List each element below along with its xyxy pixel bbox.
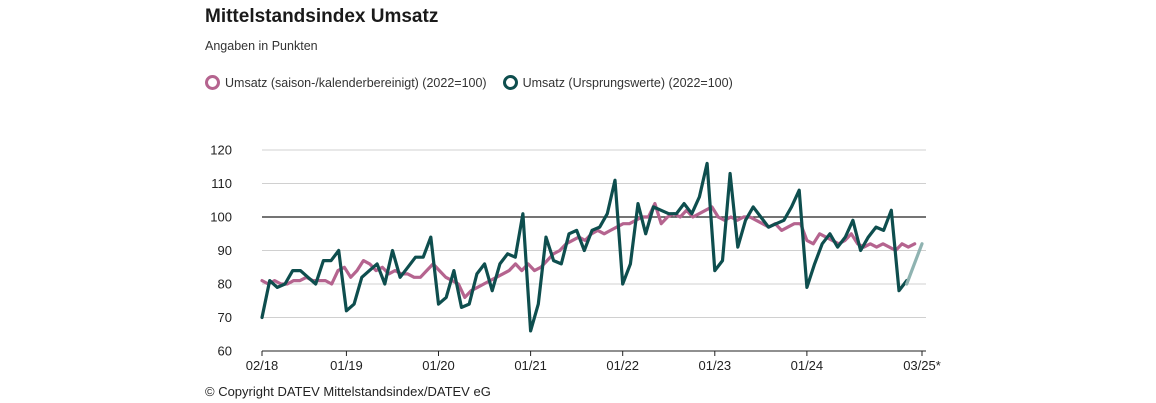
x-axis: 02/18 01/19 01/20 01/21 01/22 01/23 01/24 03/25… (246, 350, 941, 373)
x-tick-label: 03/25* (903, 358, 941, 373)
y-tick-label: 90 (218, 243, 232, 258)
y-tick-label: 60 (218, 344, 232, 359)
copyright: © Copyright DATEV Mittelstandsindex/DATE… (205, 384, 491, 399)
y-tick-label: 80 (218, 277, 232, 292)
x-tick-label: 02/18 (246, 358, 279, 373)
x-tick-label: 01/21 (514, 358, 547, 373)
x-tick-label: 01/24 (791, 358, 824, 373)
legend-item-ursprung[interactable]: Umsatz (Ursprungswerte) (2022=100) (502, 75, 733, 90)
series-line-projection (905, 242, 924, 286)
x-tick-label: 01/22 (606, 358, 639, 373)
series-line-ursprung (260, 161, 909, 333)
legend: Umsatz (saison-/kalenderbereinigt) (2022… (205, 75, 733, 90)
y-tick-label: 70 (218, 310, 232, 325)
grid (262, 149, 926, 318)
y-axis: 60 70 80 90 100 110 120 (210, 143, 232, 359)
legend-marker-ursprung-icon (502, 75, 518, 90)
legend-item-bereinigt[interactable]: Umsatz (saison-/kalenderbereinigt) (2022… (205, 75, 487, 90)
series-lines (260, 161, 924, 333)
x-tick-label: 01/19 (330, 358, 363, 373)
legend-label-bereinigt: Umsatz (saison-/kalenderbereinigt) (2022… (225, 75, 487, 90)
chart-subtitle: Angaben in Punkten (205, 39, 318, 53)
legend-label-ursprung: Umsatz (Ursprungswerte) (2022=100) (522, 75, 733, 90)
y-tick-label: 110 (211, 176, 232, 191)
y-tick-label: 120 (210, 143, 232, 158)
legend-marker-bereinigt-icon (205, 75, 220, 90)
x-tick-label: 01/20 (422, 358, 455, 373)
y-tick-label: 100 (210, 210, 232, 225)
x-tick-label: 01/23 (699, 358, 732, 373)
chart-title: Mittelstandsindex Umsatz (205, 6, 439, 27)
